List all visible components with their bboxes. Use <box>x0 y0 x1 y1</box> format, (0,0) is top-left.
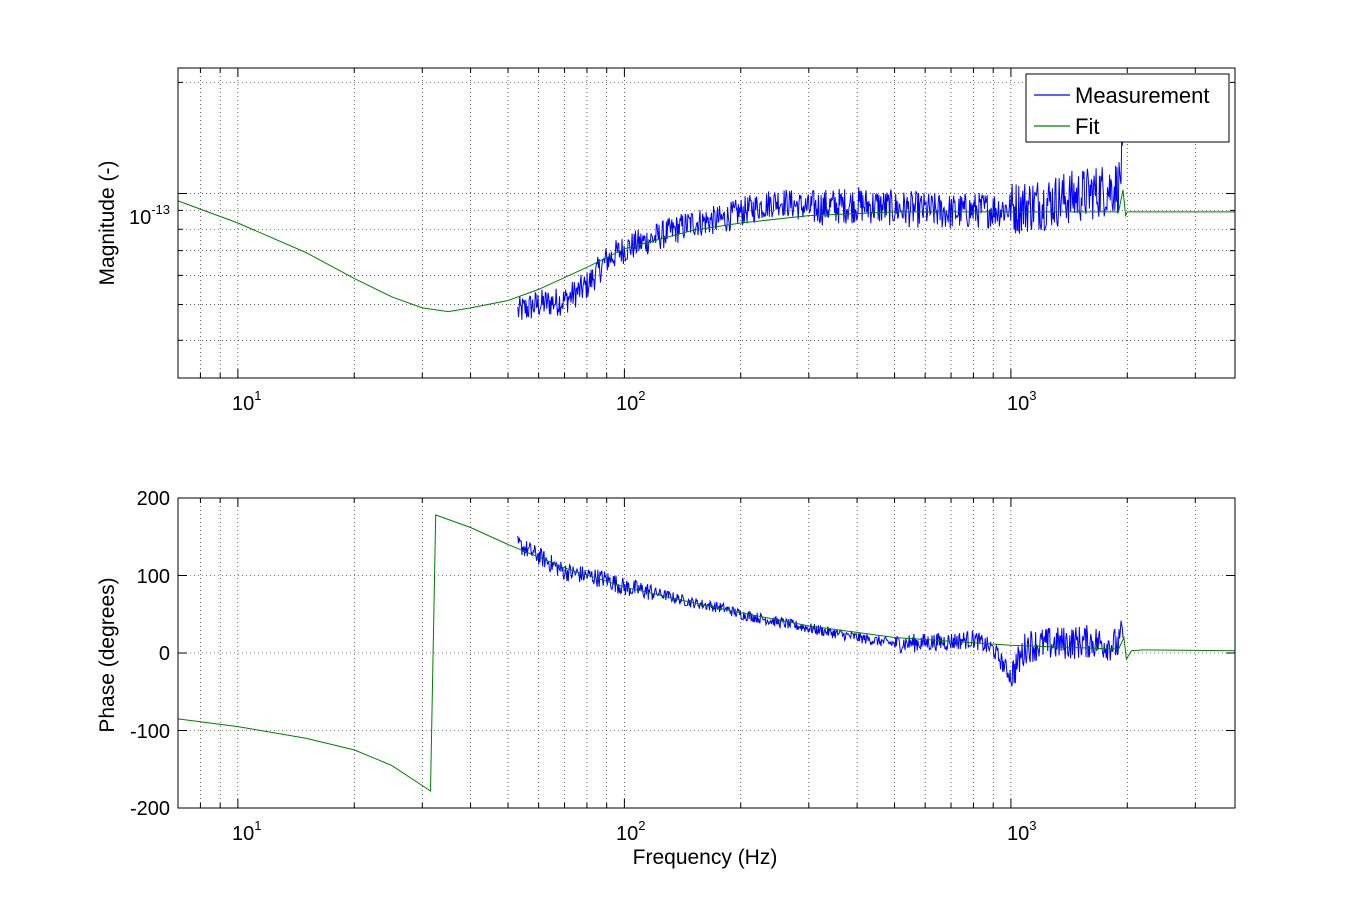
ytick-label-minus-200: -200 <box>130 798 170 820</box>
magnitude-ticks <box>178 68 1235 378</box>
phase-ylabel: Phase (degrees) <box>96 577 119 732</box>
xtick-label-100: 102 <box>616 818 645 845</box>
phase-ytick-labels: 200 100 0 -100 -200 <box>130 488 170 820</box>
ytick-label-0: 0 <box>159 643 170 665</box>
ytick-label-100: 100 <box>137 566 170 588</box>
phase-measurement-line <box>517 535 1124 687</box>
magnitude-axes: 10-13 101 102 103 Magnitude (-) Measurem… <box>96 67 1236 415</box>
legend: Measurement Fit <box>1025 73 1230 143</box>
magnitude-fit-line <box>177 189 1235 313</box>
xtick-label-10: 101 <box>232 818 261 845</box>
ytick-label-minus-100: -100 <box>130 721 170 743</box>
legend-measurement-label: Measurement <box>1075 83 1210 108</box>
magnitude-lines <box>177 130 1235 320</box>
legend-box <box>1025 73 1230 143</box>
magnitude-xtick-labels: 101 102 103 <box>232 388 1036 415</box>
phase-lines <box>177 514 1236 792</box>
xtick-label-1000: 103 <box>1007 388 1036 415</box>
ytick-label-200: 200 <box>137 488 170 510</box>
magnitude-ylabel: Magnitude (-) <box>96 161 119 286</box>
phase-axes: 200 100 0 -100 -200 101 102 103 Phase (d… <box>96 488 1236 869</box>
legend-fit-label: Fit <box>1075 114 1099 139</box>
phase-fit-line <box>177 514 1236 792</box>
magnitude-axes-box <box>177 67 1236 379</box>
phase-xtick-labels: 101 102 103 <box>232 818 1036 845</box>
xtick-label-10: 101 <box>232 388 261 415</box>
magnitude-ytick-labels: 10-13 <box>129 202 170 229</box>
xtick-label-1000: 103 <box>1007 818 1036 845</box>
xtick-label-100: 102 <box>616 388 645 415</box>
magnitude-measurement-line <box>517 130 1124 320</box>
phase-ticks <box>178 497 1235 809</box>
frequency-xlabel: Frequency (Hz) <box>633 846 778 869</box>
ytick-label-1e-13: 10-13 <box>129 202 170 229</box>
